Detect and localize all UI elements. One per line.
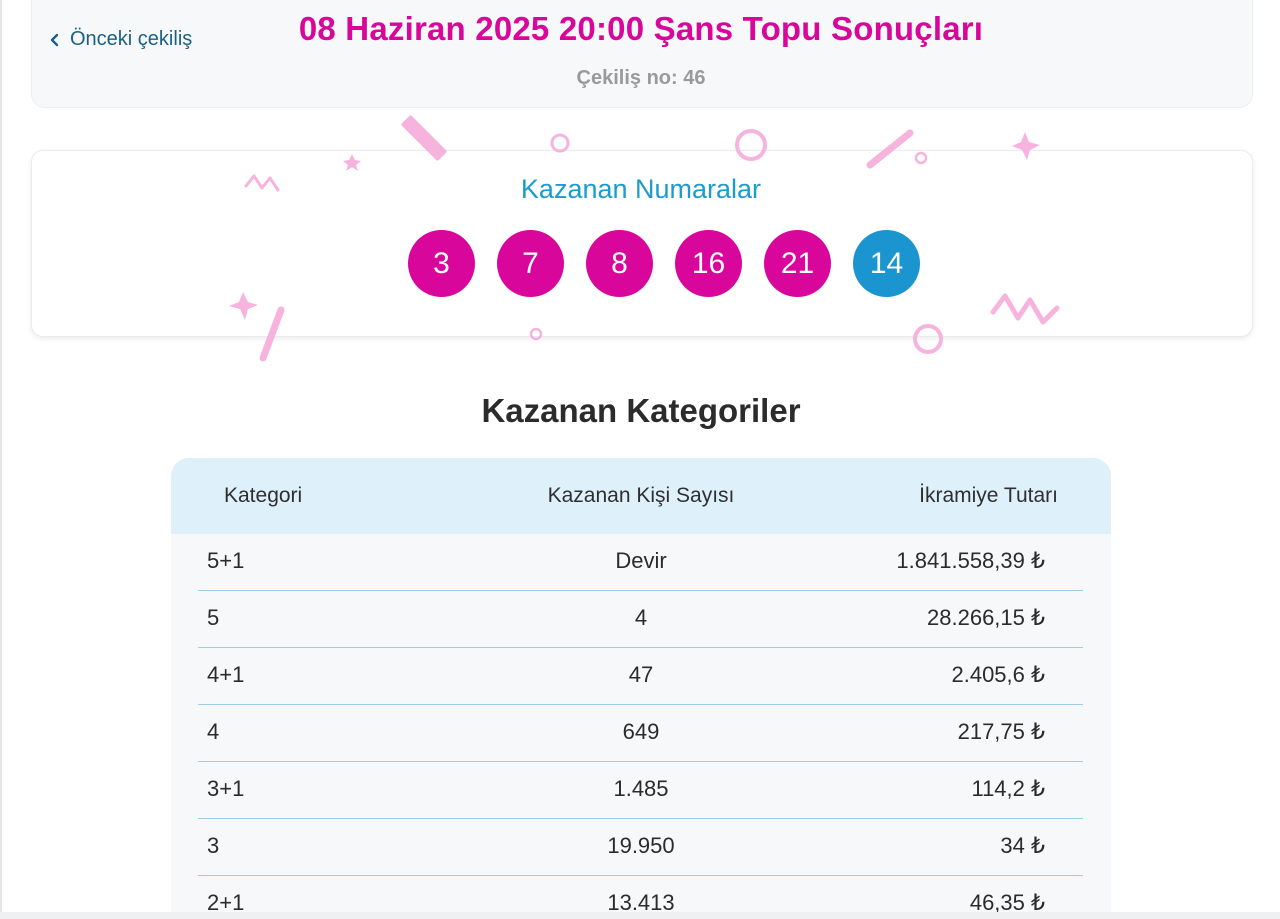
- prize-cell: 28.266,15 ₺: [927, 605, 1045, 630]
- page-edge: [0, 0, 2, 919]
- winners-cell: 13.413: [607, 890, 675, 915]
- number-ball: 16: [675, 230, 742, 297]
- column-header-category: Kategori: [224, 484, 303, 507]
- bottom-scroll-strip: [0, 912, 1280, 919]
- chevron-left-icon: [50, 33, 59, 46]
- column-header-winners: Kazanan Kişi Sayısı: [547, 484, 735, 507]
- categories-title: Kazanan Kategoriler: [481, 392, 801, 429]
- column-header-prize: İkramiye Tutarı: [919, 484, 1058, 507]
- winners-cell: 1.485: [613, 776, 669, 801]
- table-row: 4+1 47 2.405,6 ₺: [198, 648, 1083, 705]
- draw-number: Çekiliş no: 46: [576, 67, 706, 89]
- winners-cell: 19.950: [607, 833, 675, 858]
- table-row: 3 19.950 34 ₺: [198, 819, 1083, 876]
- table-row: 5+1 Devir 1.841.558,39 ₺: [198, 534, 1083, 591]
- winning-numbers-title: Kazanan Numaralar: [520, 174, 762, 204]
- table-row: 4 649 217,75 ₺: [198, 705, 1083, 762]
- header-card: [31, 0, 1253, 108]
- number-ball: 7: [497, 230, 564, 297]
- winning-balls: 3 7 8 16 21 14: [408, 230, 920, 297]
- prize-cell: 34 ₺: [1000, 833, 1045, 858]
- table-row: 3+1 1.485 114,2 ₺: [198, 762, 1083, 819]
- prize-cell: 114,2 ₺: [971, 776, 1045, 801]
- winners-cell: Devir: [615, 548, 667, 573]
- category-cell: 2+1: [207, 890, 245, 915]
- table-header: Kategori Kazanan Kişi Sayısı İkramiye Tu…: [171, 458, 1111, 534]
- number-ball: 21: [764, 230, 831, 297]
- number-ball: 8: [586, 230, 653, 297]
- winners-cell: 649: [622, 719, 660, 744]
- category-cell: 5+1: [207, 548, 245, 573]
- category-cell: 4+1: [207, 662, 245, 687]
- page-title: 08 Haziran 2025 20:00 Şans Topu Sonuçlar…: [298, 10, 984, 47]
- previous-draw-label: Önceki çekiliş: [70, 28, 193, 50]
- category-cell: 3+1: [207, 776, 245, 801]
- bonus-ball: 14: [853, 230, 920, 297]
- previous-draw-link[interactable]: Önceki çekiliş: [48, 28, 192, 51]
- winners-cell: 4: [634, 605, 648, 630]
- prize-cell: 217,75 ₺: [957, 719, 1045, 744]
- winners-cell: 47: [628, 662, 654, 687]
- prize-cell: 1.841.558,39 ₺: [896, 548, 1045, 573]
- prize-cell: 46,35 ₺: [969, 890, 1045, 915]
- category-cell: 4: [207, 719, 220, 744]
- category-cell: 3: [207, 833, 220, 858]
- table-row: 2+1 13.413 46,35 ₺: [198, 876, 1083, 919]
- prize-table: Kategori Kazanan Kişi Sayısı İkramiye Tu…: [171, 458, 1111, 919]
- category-cell: 5: [207, 605, 220, 630]
- number-ball: 3: [408, 230, 475, 297]
- prize-cell: 2.405,6 ₺: [951, 662, 1045, 687]
- table-row: 5 4 28.266,15 ₺: [198, 591, 1083, 648]
